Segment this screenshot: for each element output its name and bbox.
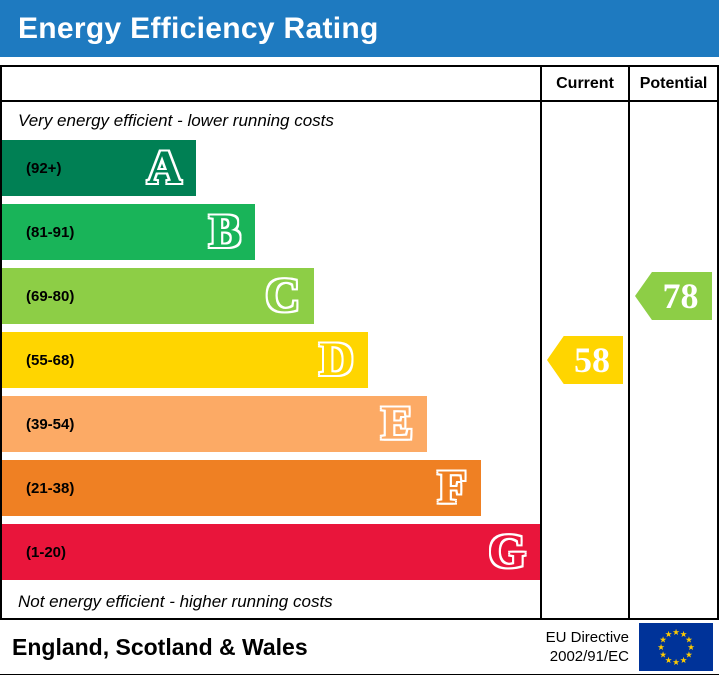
band-range-label: (1-20) — [26, 543, 67, 561]
svg-text:★: ★ — [659, 650, 667, 660]
band-range-label: (81-91) — [26, 223, 75, 241]
band-row-e: (39-54) E — [2, 396, 540, 460]
band-letter: G — [488, 525, 526, 578]
band-row-f: (21-38) F — [2, 460, 540, 524]
band-row-d: (55-68) D — [2, 332, 540, 396]
band-bar-d: (55-68) D — [2, 332, 368, 388]
band-letter: E — [381, 397, 414, 450]
current-column-header: Current — [540, 67, 628, 100]
chart-body: Very energy efficient - lower running co… — [2, 102, 717, 618]
potential-rating-pointer: 78 — [635, 272, 712, 320]
page-title: Energy Efficiency Rating — [18, 11, 379, 45]
band-range-label: (21-38) — [26, 479, 75, 497]
eu-flag: ★ ★ ★ ★ ★ ★ ★ ★ ★ ★ ★ ★ — [639, 623, 713, 671]
current-rating-pointer: 58 — [547, 336, 623, 384]
band-bar-c: (69-80) C — [2, 268, 315, 324]
banner-spacer — [0, 57, 719, 65]
potential-rating-value: 78 — [662, 276, 699, 316]
potential-column-header: Potential — [628, 67, 717, 100]
current-rating-value: 58 — [574, 340, 610, 380]
eu-directive-label: EU Directive 2002/91/EC — [546, 628, 629, 667]
band-range-label: (39-54) — [26, 415, 75, 433]
band-bar-e: (39-54) E — [2, 396, 428, 452]
band-range-label: (92+) — [26, 159, 62, 177]
rating-scale-column: Very energy efficient - lower running co… — [2, 102, 540, 618]
svg-text:★: ★ — [687, 642, 695, 652]
region-label: England, Scotland & Wales — [12, 633, 308, 660]
svg-text:★: ★ — [665, 629, 673, 639]
band-bar-f: (21-38) F — [2, 460, 481, 516]
svg-text:★: ★ — [665, 655, 673, 665]
band-row-b: (81-91) B — [2, 204, 540, 268]
band-range-label: (69-80) — [26, 287, 75, 305]
eu-directive-line1: EU Directive — [545, 628, 629, 646]
bottom-note: Not energy efficient - higher running co… — [18, 592, 333, 611]
band-row-a: (92+) A — [2, 140, 540, 204]
band-bar-a: (92+) A — [2, 140, 196, 196]
band-letter: D — [319, 333, 354, 386]
svg-text:★: ★ — [672, 627, 680, 637]
band-row-g: (1-20) G — [2, 524, 540, 588]
epc-chart: Current Potential Very energy efficient … — [0, 65, 719, 620]
eu-flag-icon: ★ ★★★★★★★★★★★ — [639, 623, 713, 671]
svg-text:★: ★ — [680, 655, 688, 665]
band-range-label: (55-68) — [26, 351, 75, 369]
svg-text:★: ★ — [659, 635, 667, 645]
title-banner: Energy Efficiency Rating — [0, 0, 719, 57]
chart-header-row: Current Potential — [2, 67, 717, 102]
potential-column: 78 — [628, 102, 717, 618]
band-row-c: (69-80) C — [2, 268, 540, 332]
svg-text:★: ★ — [685, 650, 693, 660]
band-letter: F — [437, 461, 467, 514]
top-note: Very energy efficient - lower running co… — [18, 111, 334, 130]
band-letter: C — [265, 269, 301, 322]
band-bar-g: (1-20) G — [2, 524, 540, 580]
svg-text:★: ★ — [680, 629, 688, 639]
svg-text:★: ★ — [685, 635, 693, 645]
current-column: 58 — [540, 102, 628, 618]
svg-text:★: ★ — [672, 657, 680, 667]
eu-directive-line2: 2002/91/EC — [549, 648, 629, 665]
band-letter: A — [147, 141, 182, 194]
footer: England, Scotland & Wales EU Directive 2… — [0, 620, 719, 675]
band-letter: B — [208, 205, 241, 258]
header-spacer-cell — [2, 67, 540, 100]
svg-text:★: ★ — [657, 642, 665, 652]
band-bar-b: (81-91) B — [2, 204, 255, 260]
